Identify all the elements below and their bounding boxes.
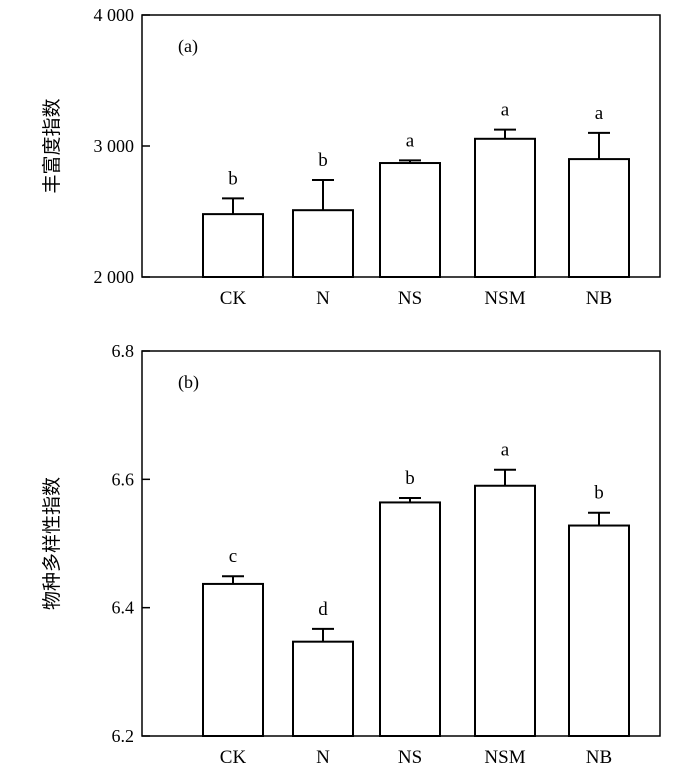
bar-n (292, 209, 354, 278)
bar-nb (568, 158, 630, 279)
y-tick-label: 6.4 (112, 598, 135, 618)
significance-label: b (228, 168, 238, 189)
panel-label: (a) (178, 36, 198, 57)
significance-label: c (229, 546, 237, 567)
chart-panel-a: 2 000 3 000 4 000 丰富度指数 (a) b CK b Na NS a NSM a NB (41, 5, 661, 309)
significance-label: a (406, 130, 415, 151)
significance-label: a (595, 103, 604, 124)
bar-ns (379, 162, 441, 278)
category-label-ns: NS (398, 747, 422, 768)
significance-label: b (405, 468, 415, 489)
panel-label: (b) (178, 372, 199, 393)
bar-ck (202, 213, 264, 278)
category-label-ck: CK (220, 288, 247, 309)
category-label-ck: CK (220, 747, 247, 768)
category-label-nsm: NSM (484, 288, 525, 309)
chart-panel-b: 6.2 6.4 6.6 6.8 物种多样性指数 (b) c CK d Nb NS a NSM b NB (41, 341, 661, 768)
significance-label: b (318, 150, 328, 171)
category-label-nb: NB (586, 747, 612, 768)
y-tick-label: 3 000 (94, 136, 135, 156)
bar-nb (568, 524, 630, 737)
bar-ns (379, 501, 441, 737)
category-label-n: N (316, 288, 330, 309)
y-tick-label: 4 000 (94, 5, 135, 25)
y-tick-label: 2 000 (94, 267, 135, 287)
bar-ck (202, 582, 264, 737)
y-tick-label: 6.6 (112, 469, 135, 489)
bar-nsm (474, 137, 536, 278)
significance-label: a (501, 440, 510, 461)
significance-label: a (501, 100, 510, 121)
y-axis-label: 物种多样性指数 (41, 477, 63, 610)
y-tick-label: 6.2 (112, 726, 135, 746)
significance-label: d (318, 599, 328, 620)
bar-n (292, 640, 354, 737)
significance-label: b (594, 483, 604, 504)
category-label-ns: NS (398, 288, 422, 309)
bar-nsm (474, 484, 536, 737)
category-label-nsm: NSM (484, 747, 525, 768)
y-axis-label: 丰富度指数 (41, 98, 63, 193)
category-label-nb: NB (586, 288, 612, 309)
category-label-n: N (316, 747, 330, 768)
y-tick-label: 6.8 (112, 341, 135, 361)
